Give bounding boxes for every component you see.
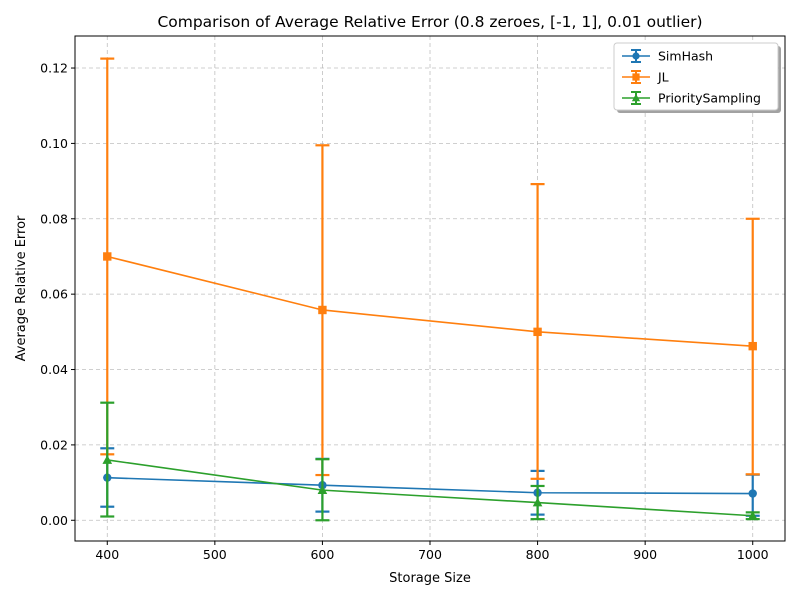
y-tick-label: 0.10 (40, 136, 68, 151)
data-point (747, 510, 758, 520)
data-point (532, 497, 543, 507)
y-axis-label: Average Relative Error (14, 215, 29, 361)
plot-area (74, 35, 786, 542)
x-tick-label: 600 (310, 547, 334, 562)
y-axis: 0.00 0.02 0.04 0.06 0.08 0.10 0.12 (40, 61, 75, 528)
data-point (748, 341, 757, 351)
legend-marker (631, 93, 641, 102)
data-point (102, 455, 113, 464)
y-tick-label: 0.02 (40, 437, 68, 452)
legend-marker (632, 73, 640, 81)
legend-item: JL (622, 70, 669, 85)
legend: SimHash JL PrioritySampling (613, 42, 781, 113)
x-tick-label: 900 (633, 547, 657, 562)
x-tick-label: 400 (95, 547, 119, 562)
chart-title: Comparison of Average Relative Error (0.… (157, 13, 702, 31)
y-tick-label: 0.08 (40, 211, 68, 226)
legend-label: PrioritySampling (658, 91, 761, 106)
series-jl (100, 57, 760, 480)
y-tick-label: 0.06 (40, 287, 68, 302)
x-axis-label: Storage Size (389, 571, 471, 586)
legend-item: PrioritySampling (622, 91, 761, 106)
series-line (107, 255, 753, 347)
y-tick-label: 0.00 (40, 513, 68, 528)
x-tick-label: 500 (203, 547, 227, 562)
x-tick-label: 700 (418, 547, 442, 562)
series-line (107, 459, 753, 517)
legend-item: SimHash (622, 49, 713, 64)
legend-label: JL (657, 70, 669, 85)
data-point (318, 305, 327, 315)
legend-marker (632, 52, 640, 60)
data-point (103, 252, 112, 261)
series-prioritysampling (100, 401, 760, 522)
series-layer (100, 57, 760, 522)
data-point (533, 327, 542, 337)
data-point (317, 485, 328, 494)
legend-label: SimHash (658, 49, 713, 64)
series-line (107, 476, 753, 495)
x-tick-label: 1000 (737, 547, 769, 562)
x-tick-label: 800 (526, 547, 550, 562)
y-tick-label: 0.12 (40, 61, 68, 76)
legend-box (613, 42, 779, 111)
data-point (748, 489, 757, 498)
x-axis: 400 500 600 700 800 900 1000 (95, 541, 769, 562)
y-tick-label: 0.04 (40, 362, 68, 377)
